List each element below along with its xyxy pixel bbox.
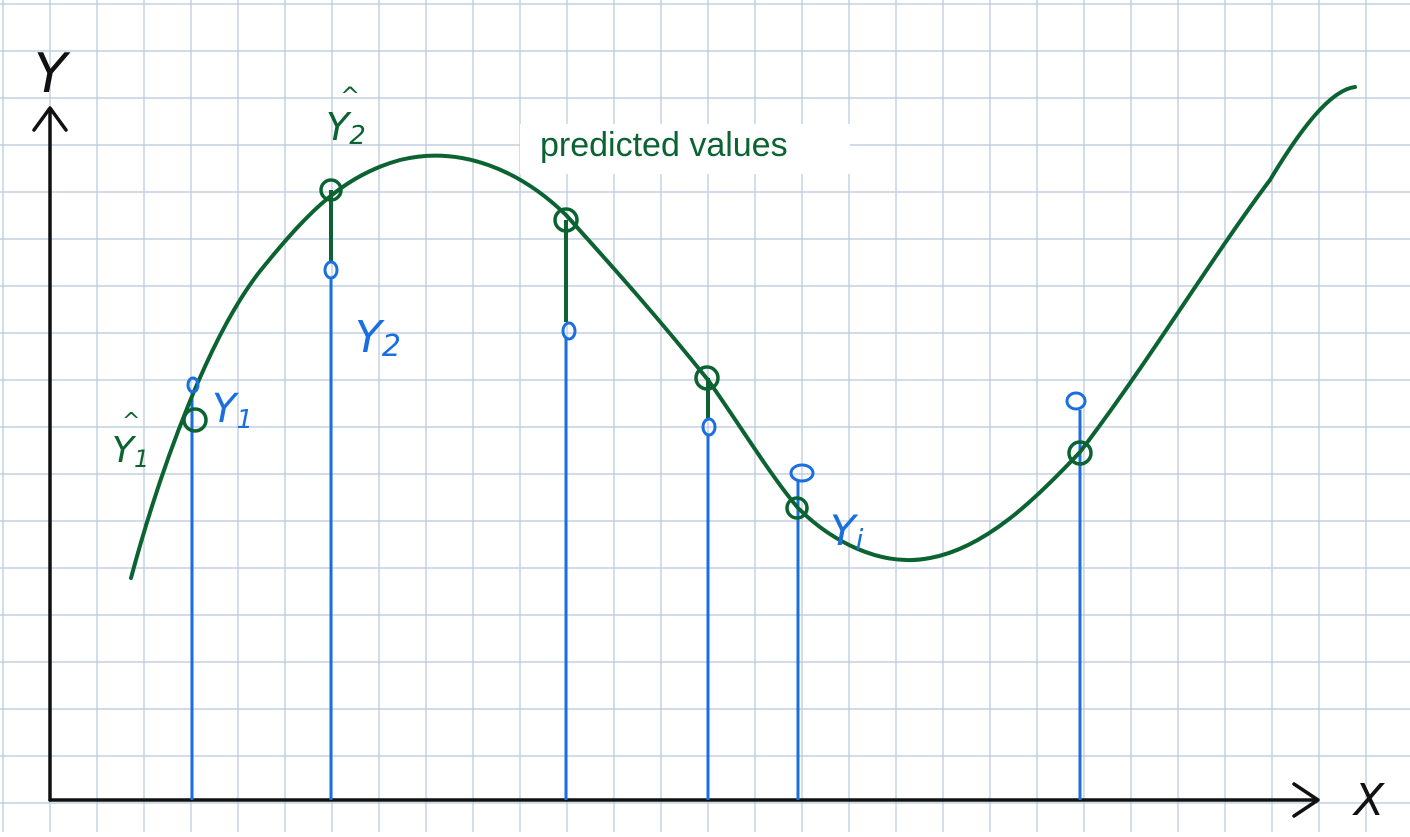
predicted-labels: ^ Y1 ^ Y2 (112, 82, 366, 473)
observed-stems (190, 277, 1082, 800)
predicted-point (1067, 440, 1093, 466)
x-axis-arrowhead (1292, 782, 1320, 818)
observed-point (1065, 391, 1087, 411)
x-axis-label: X (1352, 775, 1385, 826)
observed-point (186, 376, 200, 394)
observed-labels: Y1 Y2 Yi (212, 312, 864, 556)
observed-label-y1: Y1 (212, 386, 253, 435)
observed-points (186, 260, 1087, 483)
observed-point (789, 463, 815, 483)
y-axis-label: Y (34, 42, 71, 105)
predicted-values-curve (129, 85, 1357, 580)
predicted-point (553, 207, 579, 233)
observed-point (701, 417, 717, 437)
predicted-point (319, 178, 343, 202)
predicted-point (694, 365, 720, 391)
caption-background (520, 124, 850, 174)
axes (32, 106, 1320, 818)
y-axis-arrowhead (32, 106, 68, 132)
observed-point (561, 321, 577, 341)
observed-point (323, 260, 339, 280)
observed-label-yi: Yi (830, 506, 864, 556)
predicted-label-y2-hat: Y2 (326, 105, 366, 151)
predicted-label-y1-hat: Y1 (112, 430, 149, 473)
predicted-points (182, 178, 1093, 520)
predicted-label-hat-1: ^ (122, 409, 140, 434)
observed-label-y2: Y2 (355, 312, 401, 364)
predicted-values-caption: predicted values (540, 126, 788, 164)
predicted-label-hat-2: ^ (340, 82, 360, 110)
predicted-point (785, 496, 809, 520)
predicted-point (182, 407, 208, 433)
residual-segments (329, 190, 710, 418)
